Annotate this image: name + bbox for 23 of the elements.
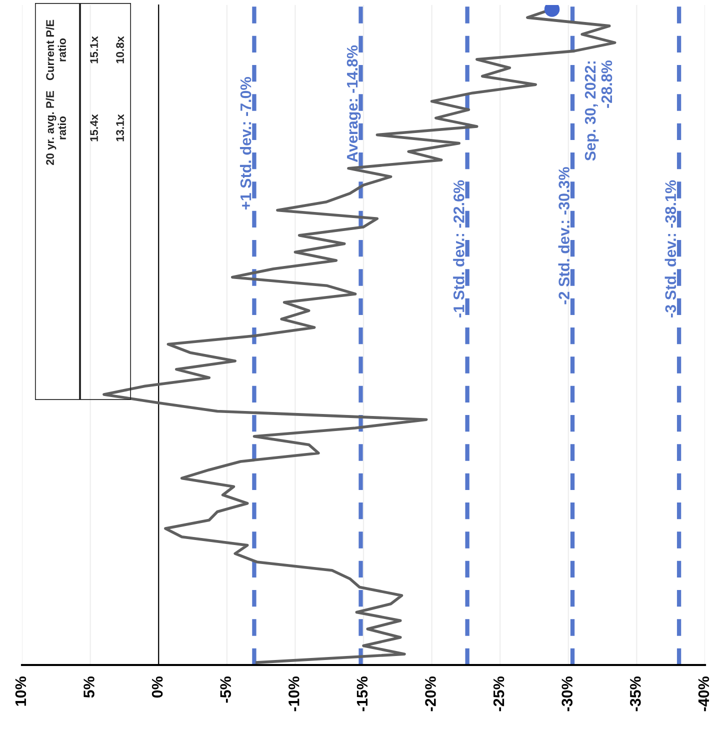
ref-line-label: -1 Std. dev.: -22.6% <box>453 180 464 318</box>
annotation: 20 yr. avg. P/E ratio <box>46 91 66 165</box>
ref-line-label: -2 Std. dev.: -30.3% <box>558 167 570 304</box>
annotation: 13.1x <box>116 114 124 142</box>
x-tick-label: -35% <box>630 676 641 712</box>
annotation: 10.8x <box>116 36 124 64</box>
x-tick-label: -25% <box>493 676 504 712</box>
ref-line-label: +1 Std. dev.: -7.0% <box>240 77 252 210</box>
x-tick-label: -40% <box>698 676 710 712</box>
x-tick-label: 0% <box>152 676 163 698</box>
x-tick-label: -5% <box>220 676 231 703</box>
ref-line-label: Average: -14.8% <box>346 45 361 162</box>
ref-line-label: -3 Std. dev.: -38.1% <box>664 180 676 318</box>
x-tick-label: -10% <box>288 676 300 712</box>
annotation: 15.4x <box>90 114 98 142</box>
x-tick-label: -20% <box>425 676 436 712</box>
x-tick-label: -30% <box>562 676 573 712</box>
annotation: Sep. 30, 2022: -28.8% <box>584 60 612 161</box>
x-tick-label: 5% <box>84 676 94 698</box>
annotation: Current P/E ratio <box>46 20 66 80</box>
annotation: 15.1x <box>90 36 98 64</box>
x-tick-label: 10% <box>15 676 26 706</box>
x-tick-label: -15% <box>356 676 368 712</box>
